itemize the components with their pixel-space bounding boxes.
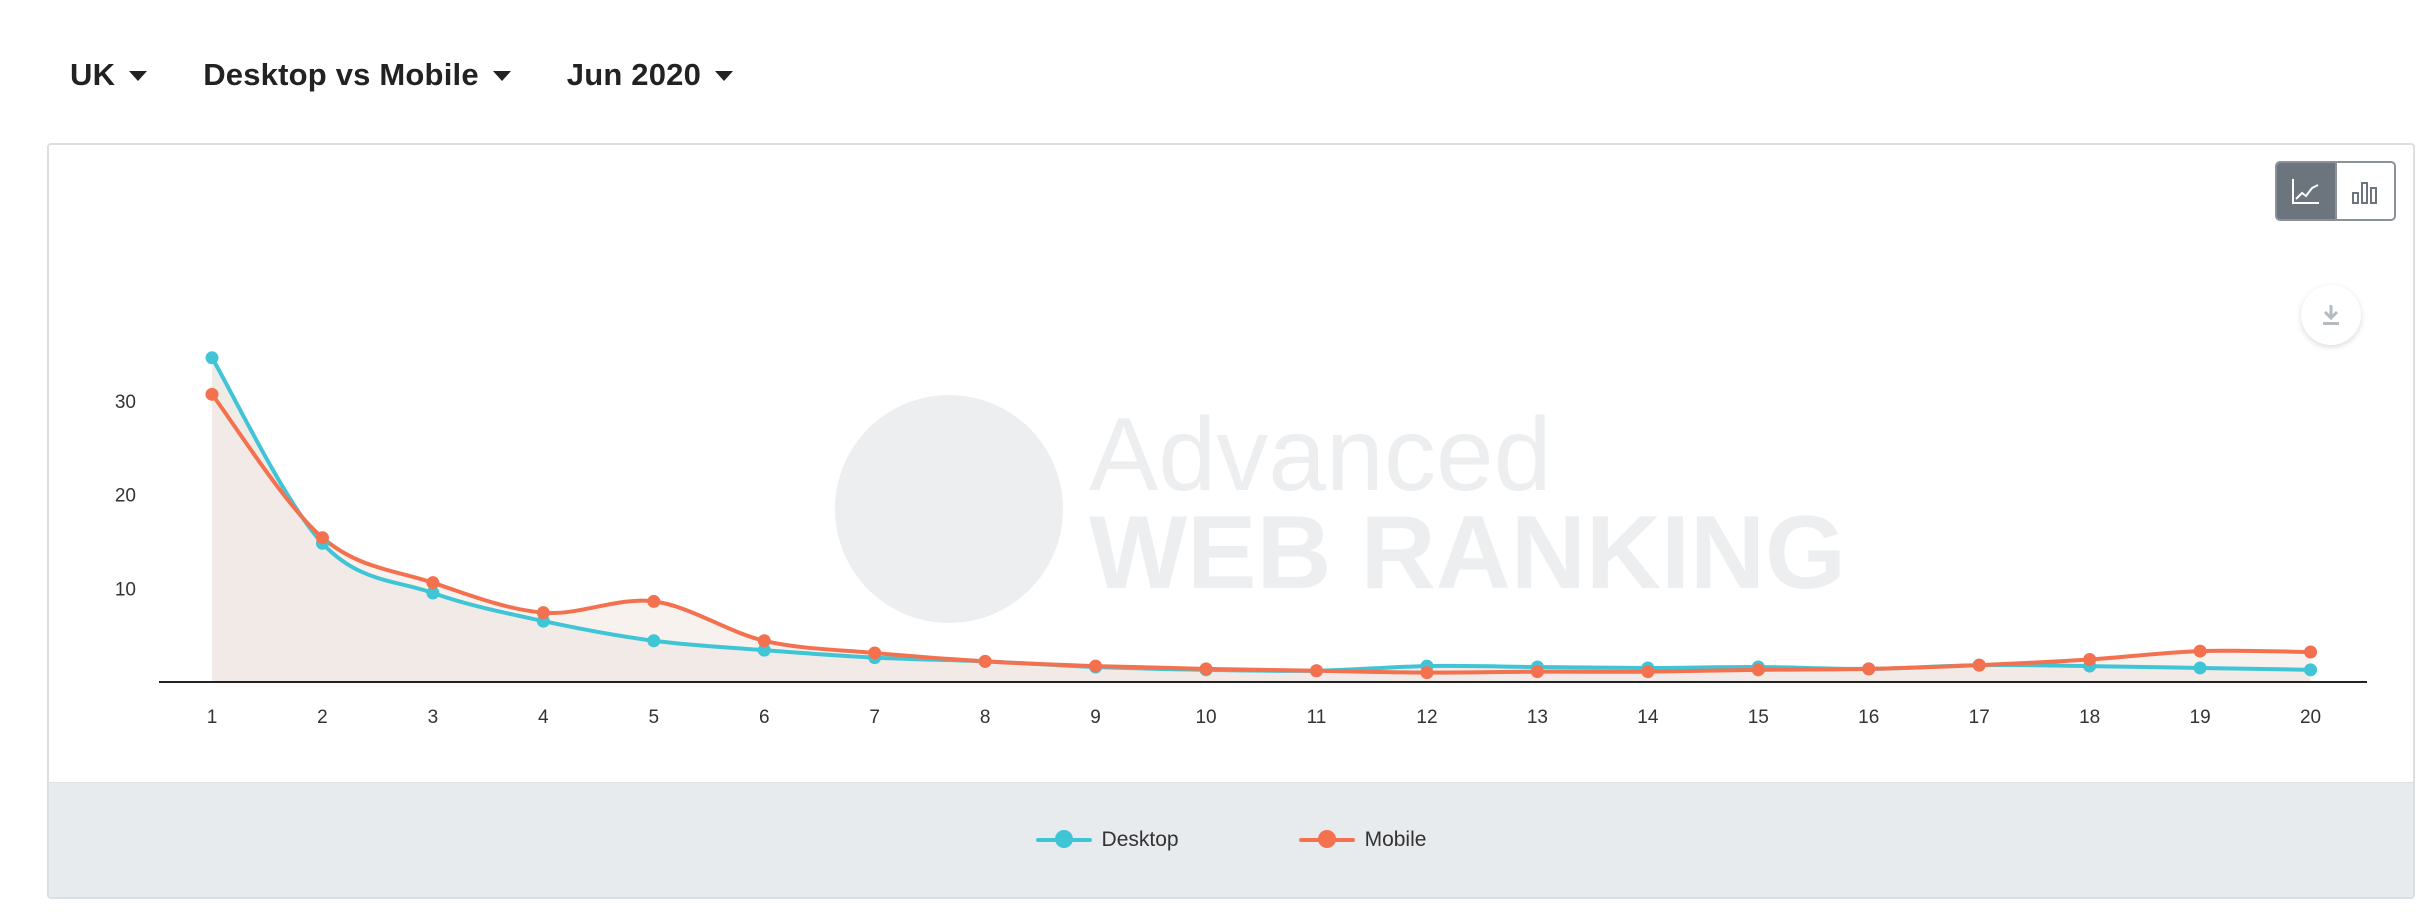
data-point-desktop bbox=[205, 351, 219, 365]
chevron-down-icon bbox=[715, 71, 734, 81]
x-tick-label: 10 bbox=[1195, 707, 1216, 728]
data-point-mobile bbox=[205, 387, 219, 401]
data-point-mobile bbox=[1310, 664, 1323, 678]
x-tick-label: 15 bbox=[1748, 707, 1769, 728]
chart-type-toggle bbox=[2275, 161, 2396, 221]
x-tick-label: 4 bbox=[538, 707, 549, 728]
download-icon bbox=[2323, 305, 2339, 325]
bar-chart-icon bbox=[2352, 182, 2378, 204]
data-point-mobile bbox=[1972, 658, 1986, 672]
data-point-mobile bbox=[2304, 645, 2318, 659]
data-point-desktop bbox=[2193, 661, 2207, 675]
filter-bar: UK Desktop vs Mobile Jun 2020 bbox=[70, 50, 789, 100]
x-tick-label: 18 bbox=[2079, 707, 2100, 728]
x-tick-label: 19 bbox=[2190, 707, 2211, 728]
legend-swatch-mobile bbox=[1298, 830, 1355, 850]
x-tick-label: 16 bbox=[1858, 707, 1879, 728]
data-point-mobile bbox=[315, 531, 329, 545]
data-point-mobile bbox=[2083, 653, 2097, 667]
line-chart-button[interactable] bbox=[2277, 163, 2335, 219]
legend-item-mobile[interactable]: Mobile bbox=[1298, 828, 1427, 852]
line-chart-icon bbox=[2291, 179, 2319, 204]
data-point-mobile bbox=[647, 594, 661, 608]
data-point-mobile bbox=[426, 576, 440, 590]
data-point-mobile bbox=[536, 606, 550, 620]
data-point-mobile bbox=[1420, 666, 1434, 680]
data-point-mobile bbox=[2193, 644, 2207, 658]
chevron-down-icon bbox=[129, 71, 148, 81]
x-tick-label: 9 bbox=[1090, 707, 1101, 728]
area-mobile bbox=[212, 394, 2311, 682]
chevron-down-icon bbox=[492, 71, 511, 81]
legend-swatch-desktop bbox=[1035, 830, 1092, 850]
data-point-mobile bbox=[1199, 662, 1213, 676]
x-tick-label: 14 bbox=[1637, 707, 1659, 728]
data-point-mobile bbox=[1862, 662, 1876, 676]
bar-chart-button[interactable] bbox=[2334, 163, 2395, 219]
legend-item-desktop[interactable]: Desktop bbox=[1035, 828, 1179, 852]
data-point-mobile bbox=[1089, 659, 1103, 673]
x-tick-label: 2 bbox=[317, 707, 328, 728]
x-tick-label: 7 bbox=[869, 707, 880, 728]
y-tick-label: 20 bbox=[115, 486, 136, 507]
x-tick-label: 11 bbox=[1307, 707, 1327, 728]
y-tick-label: 30 bbox=[115, 392, 136, 413]
data-point-desktop bbox=[426, 586, 440, 600]
data-point-mobile bbox=[1641, 665, 1655, 679]
watermark-line2: WEB RANKING bbox=[1089, 495, 1846, 611]
data-point-desktop bbox=[2304, 663, 2318, 677]
x-tick-label: 12 bbox=[1416, 707, 1437, 728]
y-tick-label: 10 bbox=[115, 579, 136, 600]
x-tick-label: 1 bbox=[207, 707, 218, 728]
x-tick-label: 5 bbox=[649, 707, 660, 728]
data-point-desktop bbox=[647, 634, 661, 648]
watermark-line1: Advanced bbox=[1089, 397, 1552, 513]
data-point-mobile bbox=[1530, 665, 1544, 679]
period-filter[interactable]: Jun 2020 bbox=[566, 57, 734, 93]
comparison-filter-label: Desktop vs Mobile bbox=[203, 57, 479, 92]
download-button[interactable] bbox=[2301, 285, 2361, 345]
data-point-mobile bbox=[757, 634, 771, 648]
country-filter-label: UK bbox=[70, 57, 116, 92]
data-point-mobile bbox=[1751, 663, 1765, 677]
x-tick-label: 17 bbox=[1969, 707, 1990, 728]
period-filter-label: Jun 2020 bbox=[566, 57, 702, 92]
comparison-filter[interactable]: Desktop vs Mobile bbox=[203, 57, 511, 93]
legend-label-desktop: Desktop bbox=[1101, 828, 1179, 851]
x-tick-label: 20 bbox=[2300, 707, 2321, 728]
globe-watermark-icon bbox=[835, 395, 1063, 623]
data-point-desktop bbox=[757, 643, 771, 657]
data-point-mobile bbox=[978, 654, 992, 668]
x-tick-label: 8 bbox=[980, 707, 991, 728]
legend-label-mobile: Mobile bbox=[1364, 828, 1427, 851]
data-point-mobile bbox=[868, 646, 882, 660]
x-tick-label: 3 bbox=[428, 707, 439, 728]
chart-legend: Desktop Mobile bbox=[49, 782, 2413, 897]
watermark: Advanced WEB RANKING bbox=[835, 395, 1846, 623]
x-tick-label: 6 bbox=[759, 707, 770, 728]
chart-card: Advanced WEB RANKING 10 20 30 1 2 3 4 5 6 7 8 9 10 11… bbox=[47, 143, 2415, 899]
x-tick-label: 13 bbox=[1527, 707, 1548, 728]
country-filter[interactable]: UK bbox=[70, 57, 148, 93]
